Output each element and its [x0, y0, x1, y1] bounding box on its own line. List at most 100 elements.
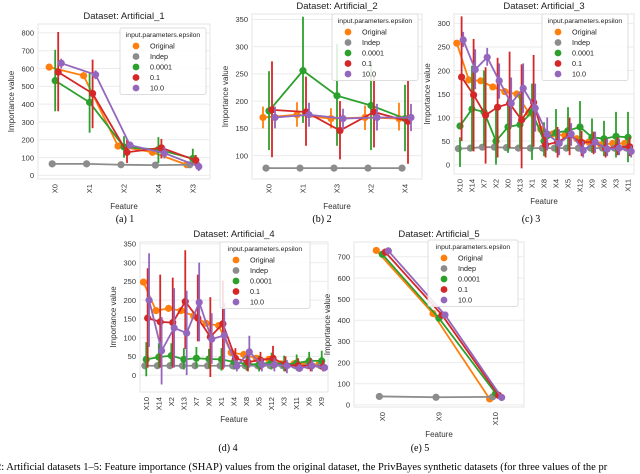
x-tick-label: X12 [267, 397, 276, 410]
x-tick-label: X1 [217, 397, 226, 406]
data-point [152, 307, 160, 315]
data-point [295, 364, 304, 372]
x-tick-label: X1 [299, 184, 308, 193]
caption-c: (c) 3 [521, 214, 541, 225]
x-tick-label: X0 [265, 184, 274, 193]
data-point [459, 36, 467, 44]
data-point [398, 164, 406, 172]
x-tick-label: X4 [154, 184, 163, 193]
y-tick-label: 50 [128, 352, 136, 361]
y-tick-label: 100 [123, 333, 136, 342]
data-point [494, 103, 502, 111]
chart-artificial-5: Dataset: Artificial_5 0 100 200 300 400 500 600… [323, 229, 525, 439]
x-tick-label: X3 [612, 179, 621, 188]
legend-marker [132, 63, 140, 71]
data-point [192, 354, 200, 362]
series-10_0 [459, 31, 635, 158]
data-point [373, 113, 381, 122]
data-point [145, 296, 153, 304]
data-point [195, 298, 203, 306]
data-point [160, 149, 168, 157]
data-point [330, 164, 338, 172]
data-point [375, 392, 383, 401]
caption-d: (d) 4 [218, 443, 238, 454]
y-tick-label: 600 [21, 64, 34, 73]
x-tick-label: X14 [154, 397, 163, 410]
y-tick-label: 100 [337, 380, 350, 389]
x-tick-label: X1 [528, 179, 537, 188]
legend-label: Original [250, 256, 275, 265]
data-point [364, 164, 372, 172]
data-point [495, 77, 503, 85]
x-tick-label: X9 [435, 412, 444, 421]
legend-marker [440, 286, 448, 293]
data-point [456, 122, 464, 130]
data-point [244, 358, 252, 366]
data-point [180, 355, 188, 363]
x-tick-label: X12 [576, 179, 585, 192]
x-tick-label: X3 [333, 184, 342, 193]
data-point [333, 92, 341, 100]
y-axis-label: Importance value [221, 65, 230, 127]
data-point [483, 53, 491, 61]
y-tick-label: 100 [437, 113, 450, 122]
data-point [458, 73, 466, 81]
legend-marker [132, 53, 140, 60]
legend-marker [232, 288, 240, 295]
y-tick-label: 300 [437, 19, 450, 28]
data-point [482, 111, 490, 119]
data-point [468, 105, 476, 113]
data-point [489, 83, 497, 91]
legend-label: Indep [458, 264, 476, 273]
x-tick-label: X2 [120, 184, 129, 193]
legend-marker [232, 298, 240, 306]
y-tick-label: 300 [123, 258, 136, 267]
x-tick-label: X4 [230, 397, 239, 406]
data-point [126, 141, 134, 149]
x-tick-label: X10 [491, 412, 500, 425]
data-point [271, 113, 279, 122]
x-tick-label: X4 [552, 179, 561, 188]
chart-artificial-1: Dataset: Artificial_1 0 100 200 300 400 500 600… [7, 11, 211, 211]
data-point [531, 104, 539, 112]
legend-marker [440, 254, 448, 262]
data-point [86, 98, 94, 106]
chart-title: Dataset: Artificial_2 [296, 1, 377, 12]
x-axis-label: Feature [425, 430, 453, 439]
data-point [157, 144, 165, 152]
y-tick-label: 50 [442, 137, 450, 146]
data-point [432, 393, 440, 401]
data-point [178, 362, 187, 370]
legend-title: input.parameters.epsilon [548, 18, 623, 25]
data-point [142, 355, 150, 363]
y-tick-label: 0 [346, 401, 350, 410]
data-point [454, 144, 462, 153]
data-point [296, 164, 304, 172]
data-point [465, 76, 473, 84]
x-tick-label: X3 [188, 184, 197, 193]
y-tick-label: 350 [123, 240, 136, 249]
x-tick-label: X0 [504, 179, 513, 188]
series-10_0 [271, 102, 415, 132]
x-tick-label: X11 [624, 179, 633, 192]
x-tick-label: X5 [564, 179, 573, 188]
legend-box [331, 13, 419, 81]
y-tick-label: 600 [337, 274, 350, 283]
data-point [192, 156, 200, 164]
legend-marker [132, 74, 140, 81]
data-point [542, 141, 550, 149]
data-point [57, 59, 65, 67]
series-Indep [262, 164, 406, 172]
data-point [151, 161, 159, 169]
legend-marker [554, 49, 562, 57]
data-point [80, 72, 88, 80]
data-point [195, 162, 203, 171]
data-point [305, 111, 313, 119]
legend-label: 0.0001 [150, 63, 172, 72]
data-point [453, 39, 461, 47]
data-point [233, 362, 241, 370]
y-tick-label: 700 [337, 253, 350, 262]
data-point [513, 90, 521, 98]
data-point [139, 278, 148, 286]
